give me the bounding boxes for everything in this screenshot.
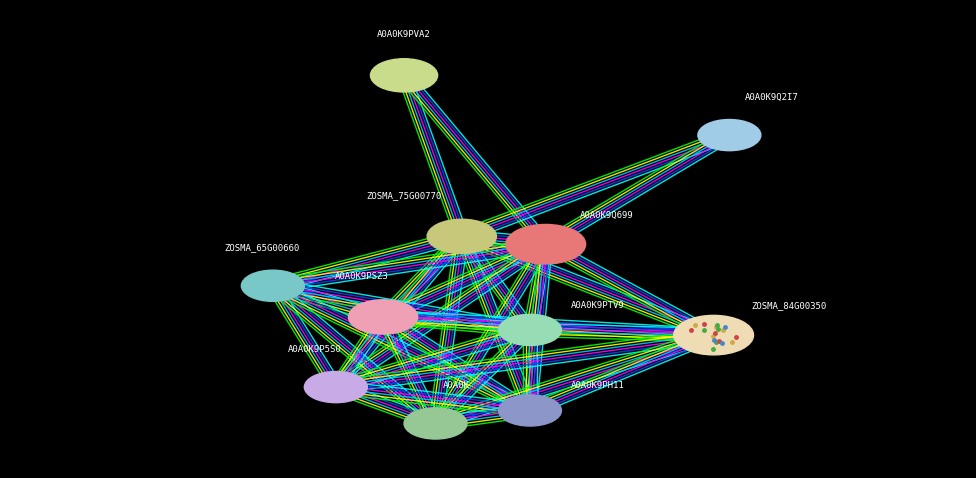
Text: A0A0K9Q699: A0A0K9Q699 [580,211,633,220]
Text: ZOSMA_65G00660: ZOSMA_65G00660 [224,243,300,252]
Text: A0A0K9PTV9: A0A0K9PTV9 [571,301,625,310]
Text: A0A0K9PH11: A0A0K9PH11 [571,380,625,390]
Circle shape [499,395,561,426]
Text: ZOSMA_75G00770: ZOSMA_75G00770 [366,192,442,201]
Text: A0A0K9PSZ3: A0A0K9PSZ3 [335,272,389,281]
Circle shape [427,219,497,253]
Circle shape [499,315,561,346]
Circle shape [506,225,586,264]
Circle shape [371,59,437,92]
Text: A0A0K9P5S0: A0A0K9P5S0 [288,345,342,354]
Circle shape [241,270,305,301]
Text: A0A0K9PVA2: A0A0K9PVA2 [377,30,431,39]
Text: ZOSMA_84G00350: ZOSMA_84G00350 [752,301,827,310]
Circle shape [404,408,467,439]
Circle shape [673,315,753,355]
Circle shape [348,300,418,334]
Circle shape [305,371,367,402]
Text: A0A0K: A0A0K [443,381,470,390]
Text: A0A0K9Q2I7: A0A0K9Q2I7 [745,93,798,102]
Circle shape [698,120,761,151]
